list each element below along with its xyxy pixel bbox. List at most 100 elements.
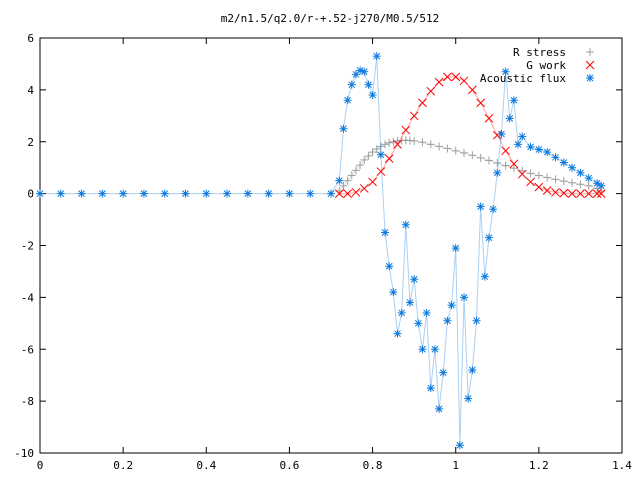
- data-point: [489, 205, 498, 214]
- data-point: [426, 140, 435, 149]
- data-point: [385, 262, 394, 271]
- data-point: [351, 187, 361, 197]
- data-point: [468, 366, 477, 374]
- data-point: [360, 155, 369, 164]
- data-point: [401, 220, 410, 229]
- data-point: [418, 345, 427, 354]
- data-point: [447, 301, 456, 310]
- data-point: [501, 67, 510, 76]
- data-point: [435, 404, 444, 413]
- data-point: [593, 179, 602, 188]
- data-point: [327, 189, 335, 198]
- data-point: [493, 159, 502, 168]
- data-point: [360, 67, 369, 76]
- data-point: [518, 132, 527, 141]
- data-point: [476, 202, 485, 211]
- legend-label: R stress: [513, 46, 566, 59]
- data-point: [542, 186, 552, 195]
- data-point: [264, 189, 273, 198]
- y-tick-label: -4: [21, 291, 35, 304]
- data-point: [384, 154, 394, 163]
- data-point: [343, 176, 352, 185]
- data-point: [592, 189, 602, 198]
- series-1: [335, 136, 606, 196]
- data-point: [543, 173, 552, 182]
- data-point: [439, 368, 448, 377]
- data-point: [501, 161, 510, 170]
- data-point: [559, 158, 568, 167]
- axis-ticks: 0 0.2 0.4 0.6 0.8 1 1.2 1.4 6 4 2 0 -2 -4 -6 -8 -10: [14, 32, 632, 472]
- data-point: [576, 180, 585, 189]
- legend-marker: [586, 74, 594, 82]
- data-point: [422, 308, 431, 317]
- data-point: [418, 138, 427, 147]
- data-point: [484, 156, 493, 165]
- data-point: [351, 166, 360, 175]
- data-point: [526, 169, 535, 178]
- data-point: [243, 189, 252, 198]
- data-point: [509, 96, 518, 105]
- data-point: [223, 189, 232, 198]
- x-tick-label: 0.2: [113, 459, 133, 472]
- series-2: [334, 72, 606, 198]
- data-point: [405, 298, 414, 307]
- data-point: [389, 137, 398, 146]
- data-point: [526, 177, 535, 187]
- data-point: [476, 98, 486, 108]
- data-point: [368, 91, 377, 100]
- data-point: [505, 114, 514, 123]
- x-tick-label: 1.2: [529, 459, 549, 472]
- data-point: [160, 189, 169, 198]
- legend-marker: [586, 48, 594, 56]
- y-tick-label: 4: [27, 84, 34, 97]
- series-trace: [338, 139, 602, 192]
- legend-marker: [585, 60, 595, 70]
- data-point: [596, 189, 606, 198]
- data-point: [339, 181, 348, 190]
- data-point: [139, 189, 148, 198]
- data-point: [426, 384, 435, 393]
- data-point: [376, 150, 385, 159]
- data-point: [526, 142, 535, 151]
- data-point: [359, 184, 369, 193]
- data-point: [434, 77, 444, 87]
- data-point: [306, 189, 315, 198]
- data-point: [467, 85, 477, 95]
- data-point: [410, 136, 419, 145]
- data-point: [584, 189, 594, 198]
- data-point: [414, 319, 423, 328]
- data-point: [455, 441, 464, 450]
- data-point: [514, 140, 523, 149]
- chart-title: m2/n1.5/q2.0/r-+.52-j270/M0.5/512: [221, 12, 440, 25]
- data-point: [381, 140, 390, 149]
- data-point: [372, 145, 381, 154]
- data-point: [493, 168, 502, 177]
- x-tick-label: 0.6: [279, 459, 299, 472]
- data-point: [334, 189, 344, 198]
- data-point: [451, 244, 460, 253]
- data-point: [497, 129, 506, 138]
- data-point: [401, 125, 411, 135]
- legend-label: G work: [526, 59, 566, 72]
- data-point: [443, 72, 452, 82]
- data-point: [368, 148, 377, 157]
- data-point: [381, 228, 390, 237]
- data-point: [551, 153, 560, 162]
- data-point: [451, 146, 460, 155]
- y-tick-label: -8: [21, 395, 34, 408]
- data-point: [347, 80, 356, 89]
- data-point: [568, 163, 577, 172]
- legend-label: Acoustic flux: [480, 72, 566, 85]
- data-point: [460, 148, 469, 157]
- data-point: [472, 316, 481, 325]
- data-point: [459, 76, 469, 86]
- data-point: [335, 176, 344, 185]
- plot-border: [39, 37, 623, 454]
- plot-area: [39, 37, 623, 454]
- data-point: [551, 175, 560, 184]
- y-tick-label: 2: [27, 136, 34, 149]
- data-point: [409, 111, 419, 121]
- y-tick-label: 6: [27, 32, 34, 45]
- data-point: [376, 167, 386, 176]
